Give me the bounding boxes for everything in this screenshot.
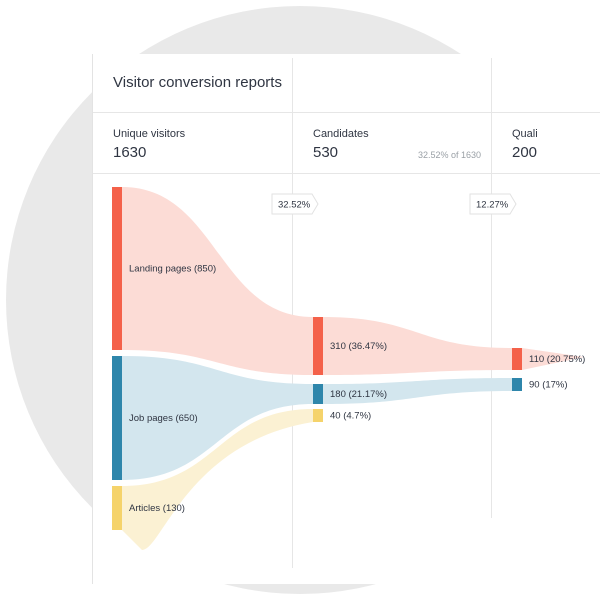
badge-text: 32.52% bbox=[278, 200, 311, 211]
node-label-c_landing: 310 (36.47%) bbox=[330, 341, 387, 352]
node-bar-q_job[interactable] bbox=[512, 378, 522, 391]
badge-text: 12.27% bbox=[476, 200, 509, 211]
node-label-articles: Articles (130) bbox=[129, 503, 185, 514]
column-header-candidates[interactable]: Candidates 530 32.52% of 1630 bbox=[293, 113, 491, 173]
stage-divider-1 bbox=[292, 58, 293, 568]
badge-shape bbox=[271, 193, 319, 215]
column-value: 1630 bbox=[113, 144, 147, 161]
node-bar-q_landing[interactable] bbox=[512, 348, 522, 370]
node-bar-c_articles[interactable] bbox=[313, 409, 323, 422]
node-label-c_job: 180 (21.17%) bbox=[330, 389, 387, 400]
flow-link-c_landing-to-q_landing[interactable] bbox=[323, 317, 512, 375]
column-header-quali[interactable]: Quali 200 bbox=[492, 113, 600, 173]
page-title: Visitor conversion reports bbox=[113, 74, 282, 91]
conversion-badge: 12.27% bbox=[469, 193, 517, 215]
column-label: Unique visitors bbox=[113, 128, 186, 140]
flow-link-tail bbox=[522, 348, 584, 370]
node-label-c_articles: 40 (4.7%) bbox=[330, 411, 371, 422]
column-header-unique-visitors[interactable]: Unique visitors 1630 bbox=[93, 113, 292, 173]
column-label: Quali bbox=[512, 128, 538, 140]
node-label-landing: Landing pages (850) bbox=[129, 264, 216, 275]
node-label-job: Job pages (650) bbox=[129, 413, 198, 424]
column-subtext: 32.52% of 1630 bbox=[417, 150, 481, 160]
node-bar-c_landing[interactable] bbox=[313, 317, 323, 375]
node-label-q_landing: 110 (20.75%) bbox=[529, 354, 585, 365]
stage-header-row: Unique visitors 1630 Candidates 530 32.5… bbox=[93, 112, 600, 174]
node-bar-landing[interactable] bbox=[112, 187, 122, 350]
column-label: Candidates bbox=[313, 128, 369, 140]
conversion-badge: 32.52% bbox=[271, 193, 319, 215]
flow-link-job-to-c_job[interactable] bbox=[122, 356, 313, 480]
column-value: 200 bbox=[512, 144, 538, 161]
flow-link-articles-to-c_articles[interactable] bbox=[122, 409, 313, 550]
flow-link-landing-to-c_landing[interactable] bbox=[122, 187, 313, 375]
badge-shape bbox=[469, 193, 517, 215]
node-bar-job[interactable] bbox=[112, 356, 122, 480]
node-label-q_job: 90 (17%) bbox=[529, 380, 568, 391]
node-bar-c_job[interactable] bbox=[313, 384, 323, 404]
column-value: 530 bbox=[313, 144, 339, 161]
flow-link-c_job-to-q_job[interactable] bbox=[323, 378, 512, 404]
node-bar-articles[interactable] bbox=[112, 486, 122, 530]
stage-divider-2 bbox=[491, 58, 492, 518]
